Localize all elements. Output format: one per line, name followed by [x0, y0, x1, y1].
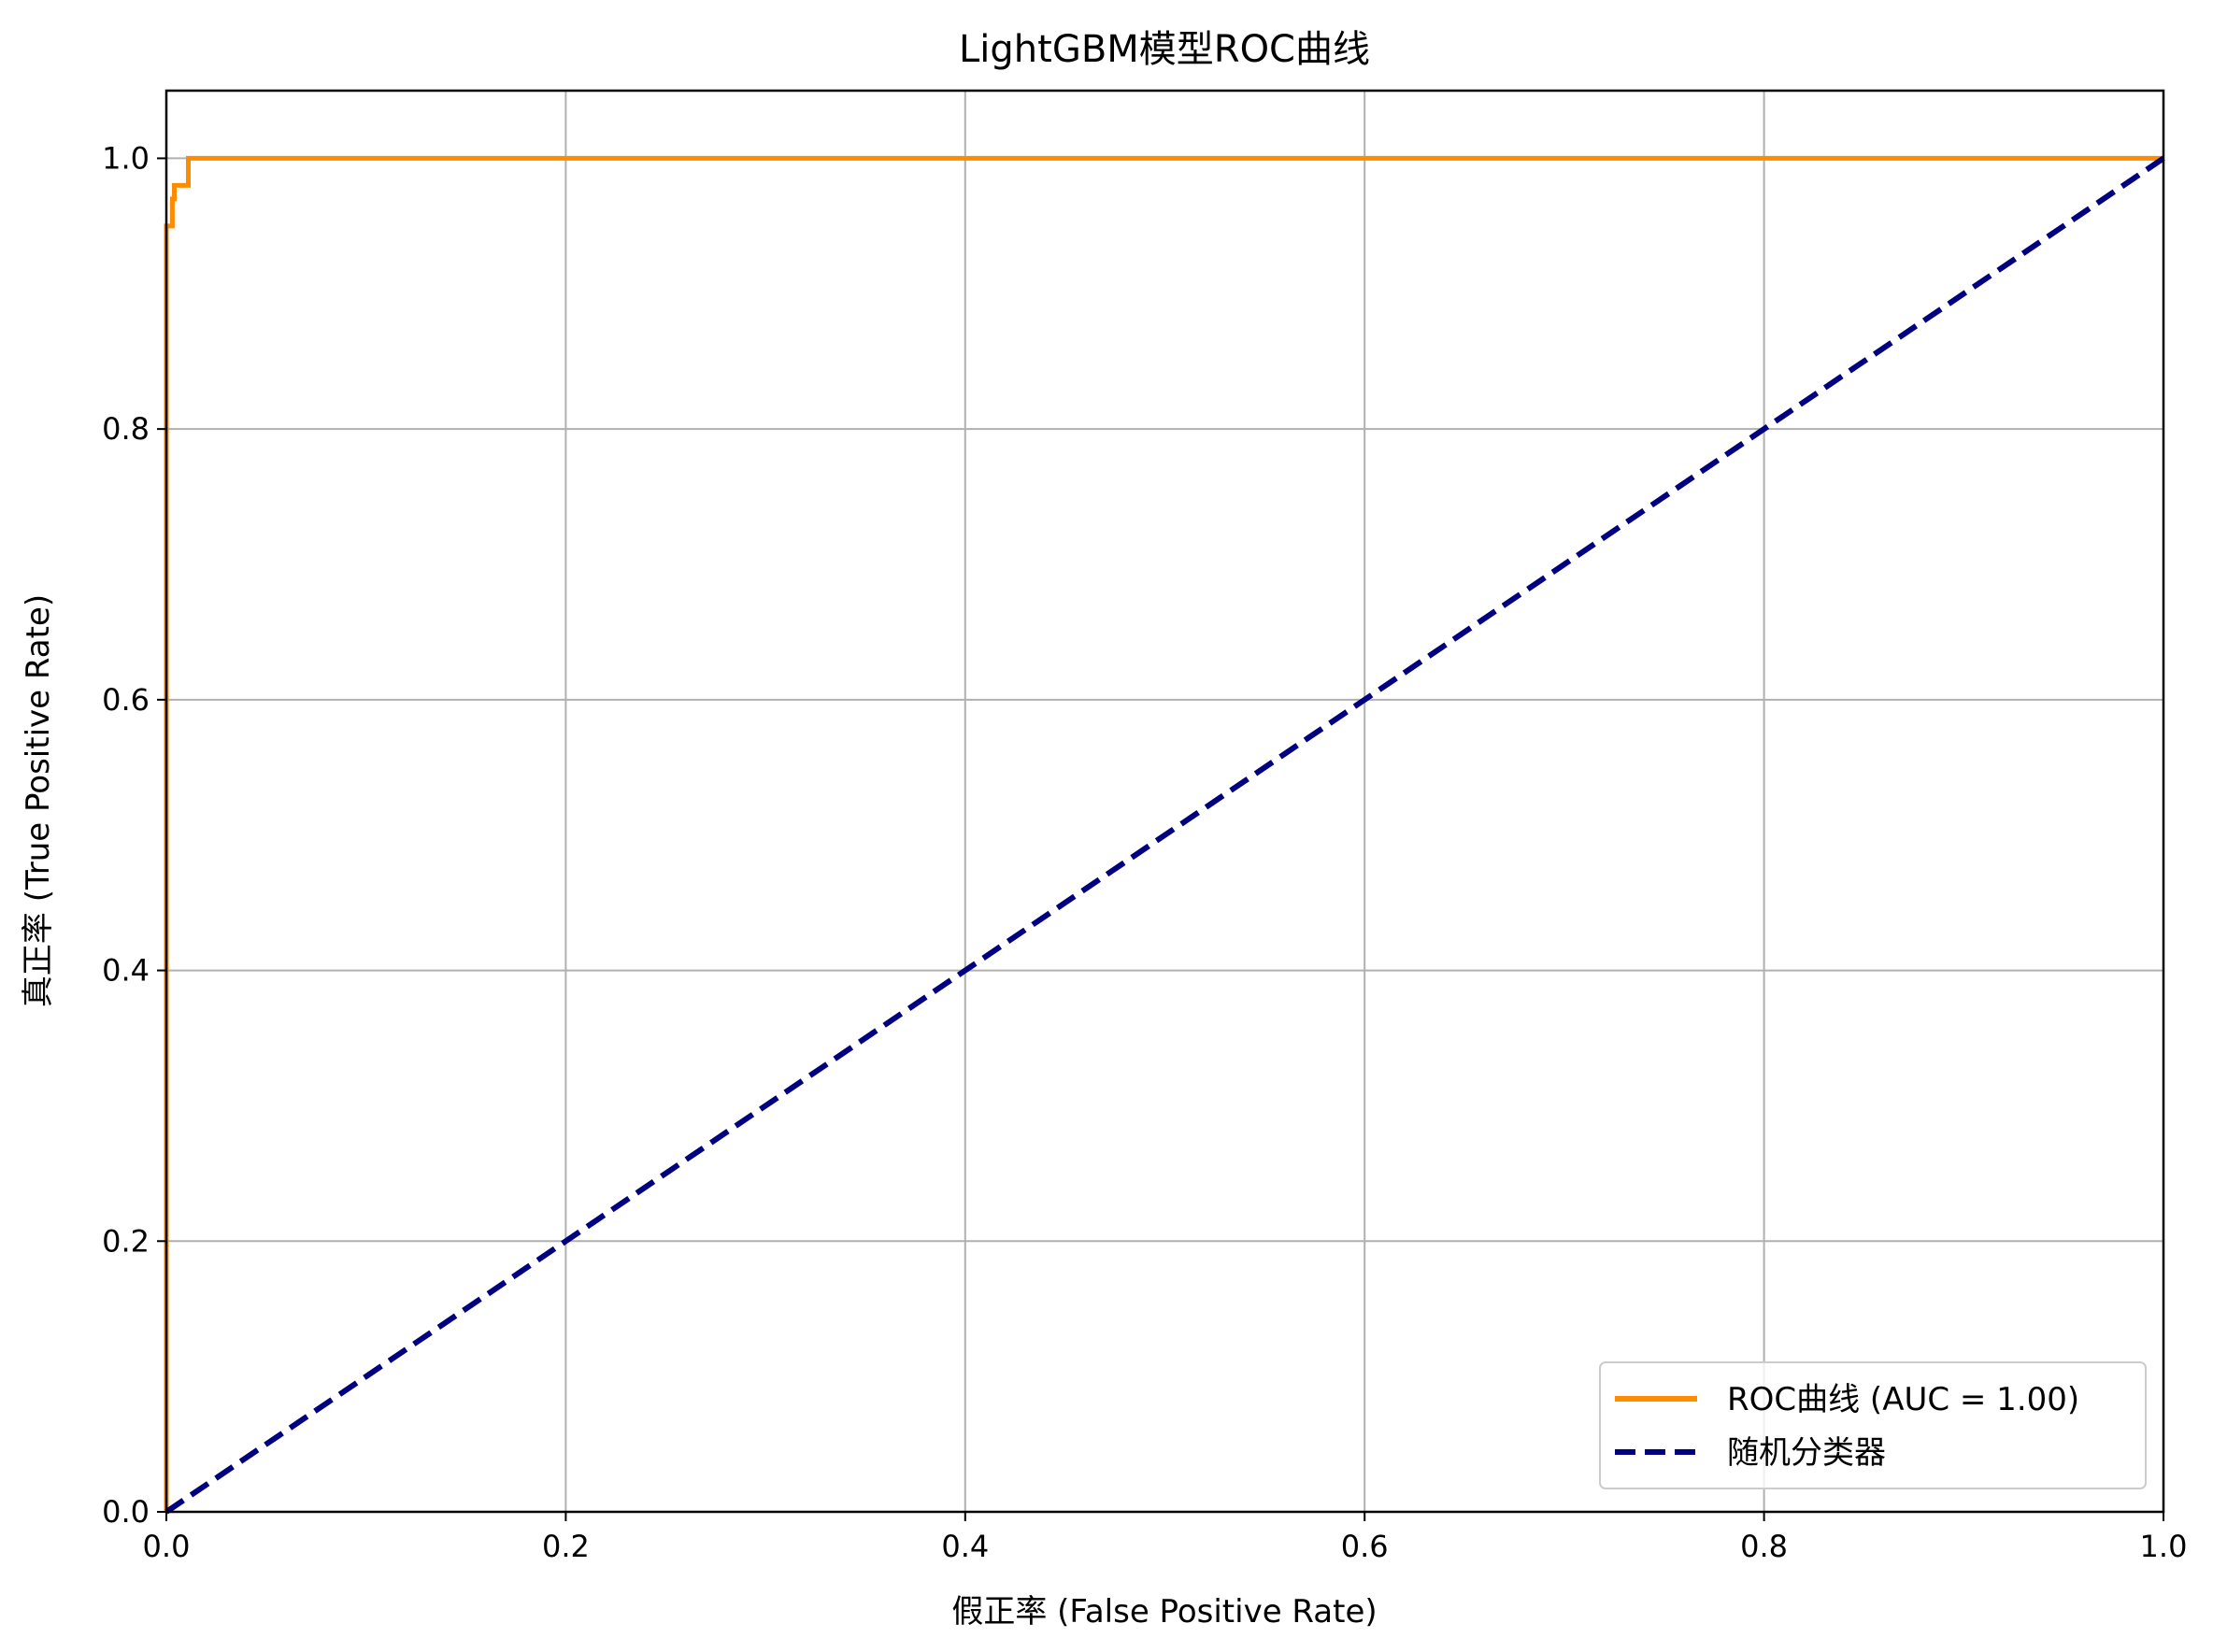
y-tick-label: 0.6: [102, 682, 150, 718]
y-axis-ticks: 0.0 0.2 0.4 0.6 0.8 1.0: [102, 140, 166, 1530]
plot-area-frame: [164, 89, 2165, 1514]
random-classifier-line: [164, 155, 2165, 1515]
y-tick-label: 0.2: [102, 1223, 150, 1259]
x-axis-ticks: 0.0 0.2 0.4 0.6 0.8 1.0: [143, 1512, 2188, 1564]
x-tick-label: 0.4: [941, 1529, 989, 1564]
legend-label-roc: ROC曲线 (AUC = 1.00): [1727, 1381, 2079, 1418]
x-tick-label: 1.0: [2140, 1529, 2188, 1564]
y-tick-label: 0.0: [102, 1494, 150, 1530]
legend-box: [1599, 1361, 2147, 1489]
y-tick-label: 1.0: [102, 140, 150, 176]
legend-label-random: 随机分类器: [1727, 1434, 1886, 1472]
y-tick-label: 0.4: [102, 953, 150, 989]
x-tick-label: 0.2: [542, 1529, 590, 1564]
y-axis-label: 真正率 (True Positive Rate): [20, 594, 57, 1007]
x-tick-label: 0.6: [1341, 1529, 1389, 1564]
grid-lines: [165, 91, 2164, 1513]
y-tick-label: 0.8: [102, 411, 150, 447]
x-axis-label: 假正率 (False Positive Rate): [951, 1593, 1377, 1631]
x-tick-label: 0.0: [143, 1529, 191, 1564]
chart-title: LightGBM模型ROC曲线: [959, 28, 1370, 71]
x-tick-label: 0.8: [1740, 1529, 1788, 1564]
legend: ROC曲线 (AUC = 1.00) 随机分类器: [1599, 1361, 2147, 1489]
